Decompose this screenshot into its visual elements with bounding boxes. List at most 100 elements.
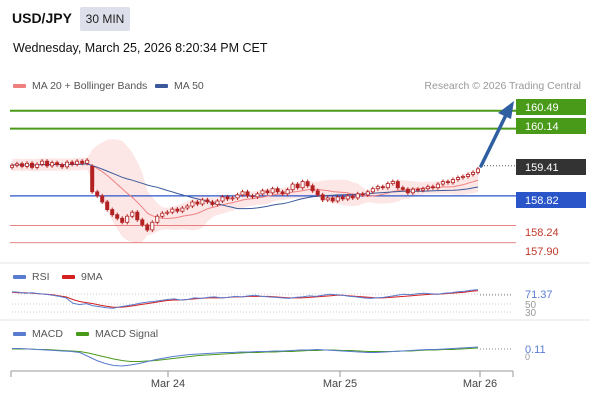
candle-body [45,160,50,167]
candle-body [65,161,70,168]
x-tick-label-mar24: Mar 24 [151,378,185,390]
minor-level-2-label: 157.90 [525,246,559,258]
research-credit: Research © 2026 Trading Central [424,80,581,92]
candle-body [165,211,170,214]
candle-body [225,196,230,200]
candle-body [395,181,400,189]
legend-rsi-ma: 9MA [62,271,103,283]
candle-body [410,188,415,194]
candle-body [280,191,285,195]
candle-body [475,168,480,173]
rsi-level-50: 50 [525,300,537,311]
candle-body [330,197,335,202]
candle-body [275,188,280,193]
candle-body [250,195,255,198]
candle-body [115,214,120,219]
timeframe-badge[interactable]: 30 MIN [80,7,130,31]
legend-rsi-ma-label: 9MA [81,271,103,283]
candle-body [270,188,275,194]
candle-body [90,165,95,193]
candle-body [155,215,160,223]
candle-body [145,224,150,231]
candle-body [80,160,85,164]
candle-body [265,190,270,194]
candle-body [190,201,195,207]
candle-body [105,201,110,210]
candle-body [350,195,355,199]
candle-body [375,186,380,190]
candle-body [210,201,215,205]
candle-body [425,186,430,190]
candle-body [310,185,315,192]
candle-body [465,174,470,177]
rsi-line [11,289,479,309]
candle-body [29,162,34,168]
candle-body [9,164,14,168]
resistance-1-tag [516,118,586,134]
macd-zero-label: 0 [525,352,530,362]
candle-body [55,162,60,166]
candle-body [295,183,300,189]
legend-rsi-label: RSI [32,271,50,283]
candle-body [40,160,45,165]
candle-body [320,194,325,201]
x-tick-label-mar26: Mar 26 [463,378,497,390]
ma50-line [11,163,479,210]
candle-body [335,196,340,202]
candle-body [420,188,425,191]
ma50-swatch-icon [155,84,168,88]
candle-body [240,191,245,196]
legend-macd-signal: MACD Signal [76,328,158,340]
candle-body [300,181,305,189]
resistance-1-label: 160.14 [525,121,559,133]
candle-body [365,191,370,196]
candle-body [345,195,350,200]
candle-body [260,190,265,195]
candle-body [100,195,105,203]
current-price-tag [516,159,586,175]
candle-body [205,199,210,203]
candle-body [415,188,420,191]
macd-value-label: 0.11 [525,344,546,356]
macd-line [12,346,479,367]
candle-body [85,159,90,164]
candle-body [125,215,130,223]
candle-body [430,186,435,189]
candle-body [135,211,140,221]
candle-body [290,183,295,191]
legend-macd-signal-label: MACD Signal [95,328,159,340]
candle-body [445,181,450,184]
candle-body [50,162,55,167]
candle-body [150,221,155,231]
candle-body [255,193,260,198]
rsi-panel: 71.37 50 30 [11,289,553,319]
chart-datetime: Wednesday, March 25, 2026 8:20:34 PM CET [13,41,268,55]
candle-body [460,176,465,178]
candle-body [75,160,80,165]
rsi-ma-swatch-icon [62,275,75,279]
candle-body [220,196,225,202]
price-levels [10,109,516,244]
current-price-label: 159.41 [525,162,559,174]
candle-body [360,193,365,196]
candle-body [390,181,395,185]
candle-body [455,177,460,180]
macd-panel: 0.11 0 [12,344,546,367]
candle-body [200,199,205,205]
minor-level-1-label: 158.24 [525,227,559,239]
candle-body [180,207,185,212]
candle-body [170,208,175,213]
legend-ma20: MA 20 + Bollinger Bands [13,80,147,92]
candle-body [450,179,455,184]
legend-ma50: MA 50 [155,80,204,92]
candle-body [230,197,235,200]
candle-body [325,197,330,201]
macd-swatch-icon [13,332,26,336]
candle-body [355,193,360,199]
moving-averages [11,163,479,220]
candle-body [95,191,100,197]
candle-body [14,163,19,166]
legend-macd: MACD [13,328,63,340]
support-label: 158.82 [525,195,559,207]
